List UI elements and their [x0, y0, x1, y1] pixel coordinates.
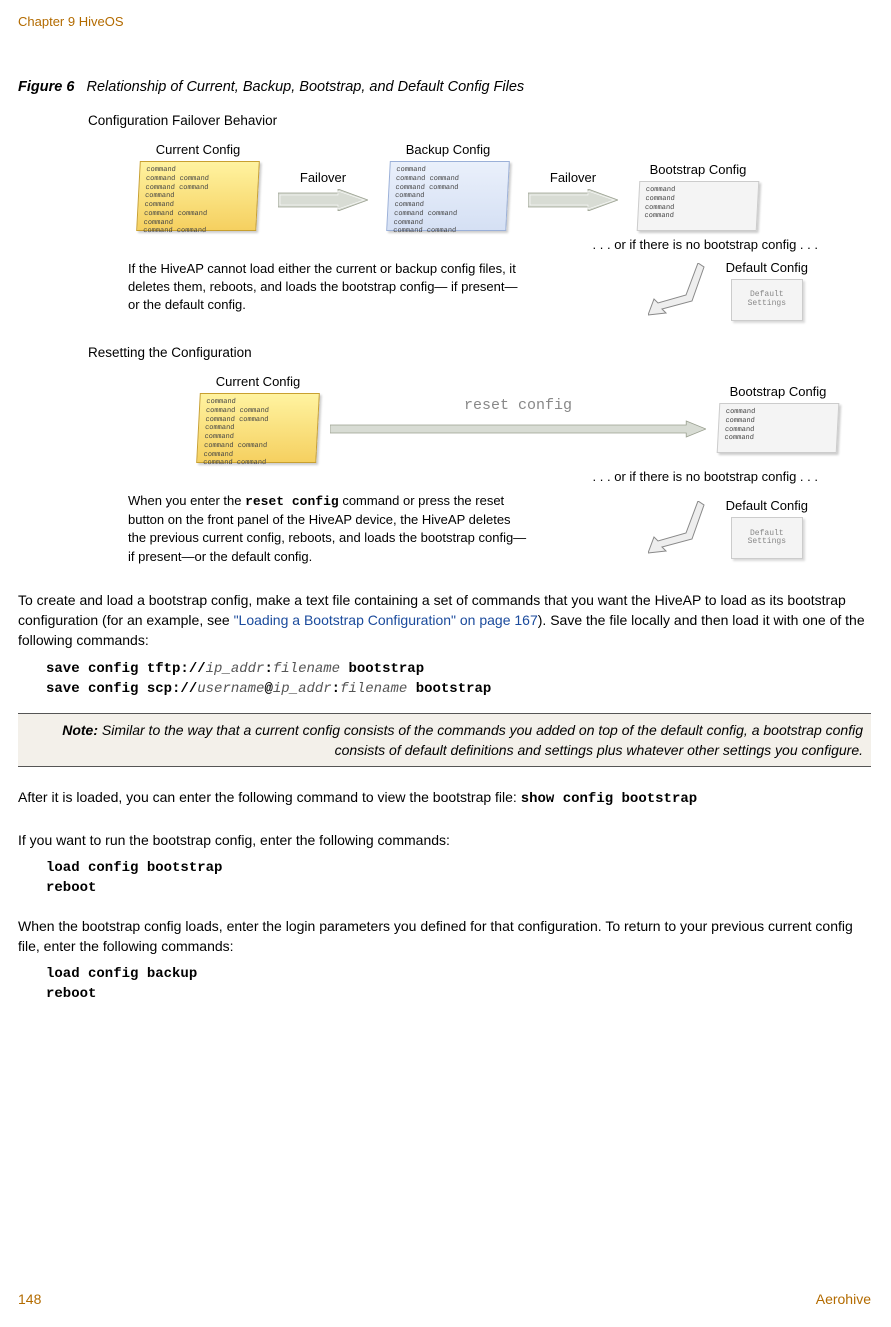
- para3: If you want to run the bootstrap config,…: [18, 830, 871, 850]
- cmd-load-backup: load config backup: [46, 966, 871, 982]
- explain2-cmd: reset config: [245, 494, 339, 509]
- para1: To create and load a bootstrap config, m…: [18, 590, 871, 651]
- backup-config-box: command command command command command …: [386, 161, 510, 231]
- footer-brand: Aerohive: [816, 1291, 871, 1307]
- bent-arrow-2: [648, 501, 718, 556]
- para2: After it is loaded, you can enter the fo…: [18, 787, 871, 809]
- cmd2-d: ip_addr: [273, 681, 332, 697]
- cmd1-d: filename: [273, 661, 340, 677]
- para4: When the bootstrap config loads, enter t…: [18, 916, 871, 957]
- default-config-box-2: Default Settings: [731, 517, 803, 559]
- page-number: 148: [18, 1291, 41, 1307]
- cmd2-c: @: [264, 681, 272, 697]
- no-bootstrap-note-1: . . . or if there is no bootstrap config…: [88, 237, 818, 252]
- no-bootstrap-note-2: . . . or if there is no bootstrap config…: [88, 469, 818, 484]
- default-config-label-2: Default Config: [726, 498, 808, 513]
- bootstrap-config-box-2: command command command command: [717, 403, 840, 453]
- reset-long-arrow: [330, 420, 706, 438]
- reset-config-label: reset config: [330, 397, 706, 414]
- chapter-header: Chapter 9 HiveOS: [18, 14, 871, 29]
- para2-prefix: After it is loaded, you can enter the fo…: [18, 789, 521, 805]
- current-config-label: Current Config: [156, 142, 241, 157]
- para2-cmd: show config bootstrap: [521, 791, 697, 807]
- cmd2-g: bootstrap: [407, 681, 491, 697]
- cmd2-b: username: [197, 681, 264, 697]
- failover-row: Current Config command command command c…: [88, 142, 878, 231]
- bootstrap-config-box-1: command command command command: [637, 181, 760, 231]
- cmd2-a: save config scp://: [46, 681, 197, 697]
- figure-title: Relationship of Current, Backup, Bootstr…: [87, 79, 525, 95]
- note-label: Note:: [62, 722, 98, 738]
- cmd-save-scp: save config scp://username@ip_addr:filen…: [46, 681, 871, 697]
- figure-caption: Figure 6 Relationship of Current, Backup…: [18, 79, 871, 95]
- failover-label-1: Failover: [300, 170, 346, 185]
- current-config-box: command command command command command …: [136, 161, 260, 231]
- para1-link[interactable]: "Loading a Bootstrap Configuration" on p…: [234, 612, 538, 628]
- failover-arrow-1: [278, 189, 368, 211]
- diagram-section2-title: Resetting the Configuration: [88, 345, 878, 360]
- cmd-reboot-2: reboot: [46, 986, 871, 1002]
- cmd2-f: filename: [340, 681, 407, 697]
- cmd-save-tftp: save config tftp://ip_addr:filename boot…: [46, 661, 871, 677]
- explain-text-1: If the HiveAP cannot load either the cur…: [88, 260, 528, 321]
- default-config-box-1: Default Settings: [731, 279, 803, 321]
- default-config-label-1: Default Config: [726, 260, 808, 275]
- diagram-section1-title: Configuration Failover Behavior: [88, 113, 878, 128]
- page-footer: 148 Aerohive: [18, 1291, 871, 1307]
- explain2-prefix: When you enter the: [128, 493, 245, 508]
- cmd1-a: save config tftp://: [46, 661, 206, 677]
- cmd2-e: :: [332, 681, 340, 697]
- cmd1-b: ip_addr: [206, 661, 265, 677]
- figure-number: Figure 6: [18, 79, 74, 95]
- bootstrap-config-label-1: Bootstrap Config: [650, 162, 747, 177]
- failover-arrow-2: [528, 189, 618, 211]
- backup-config-label: Backup Config: [406, 142, 491, 157]
- current-config-label-2: Current Config: [216, 374, 301, 389]
- cmd-reboot-1: reboot: [46, 880, 871, 896]
- cmd-load-bootstrap: load config bootstrap: [46, 860, 871, 876]
- bent-arrow-1: [648, 263, 718, 318]
- cmd1-c: :: [264, 661, 272, 677]
- note-text: Similar to the way that a current config…: [98, 722, 863, 758]
- bootstrap-config-label-2: Bootstrap Config: [730, 384, 827, 399]
- explain-text-2: When you enter the reset config command …: [88, 492, 528, 566]
- failover-label-2: Failover: [550, 170, 596, 185]
- current-config-box-2: command command command command command …: [196, 393, 320, 463]
- figure-diagram: Configuration Failover Behavior Current …: [88, 113, 878, 566]
- note-box: Note: Similar to the way that a current …: [18, 713, 871, 768]
- cmd1-e: bootstrap: [340, 661, 424, 677]
